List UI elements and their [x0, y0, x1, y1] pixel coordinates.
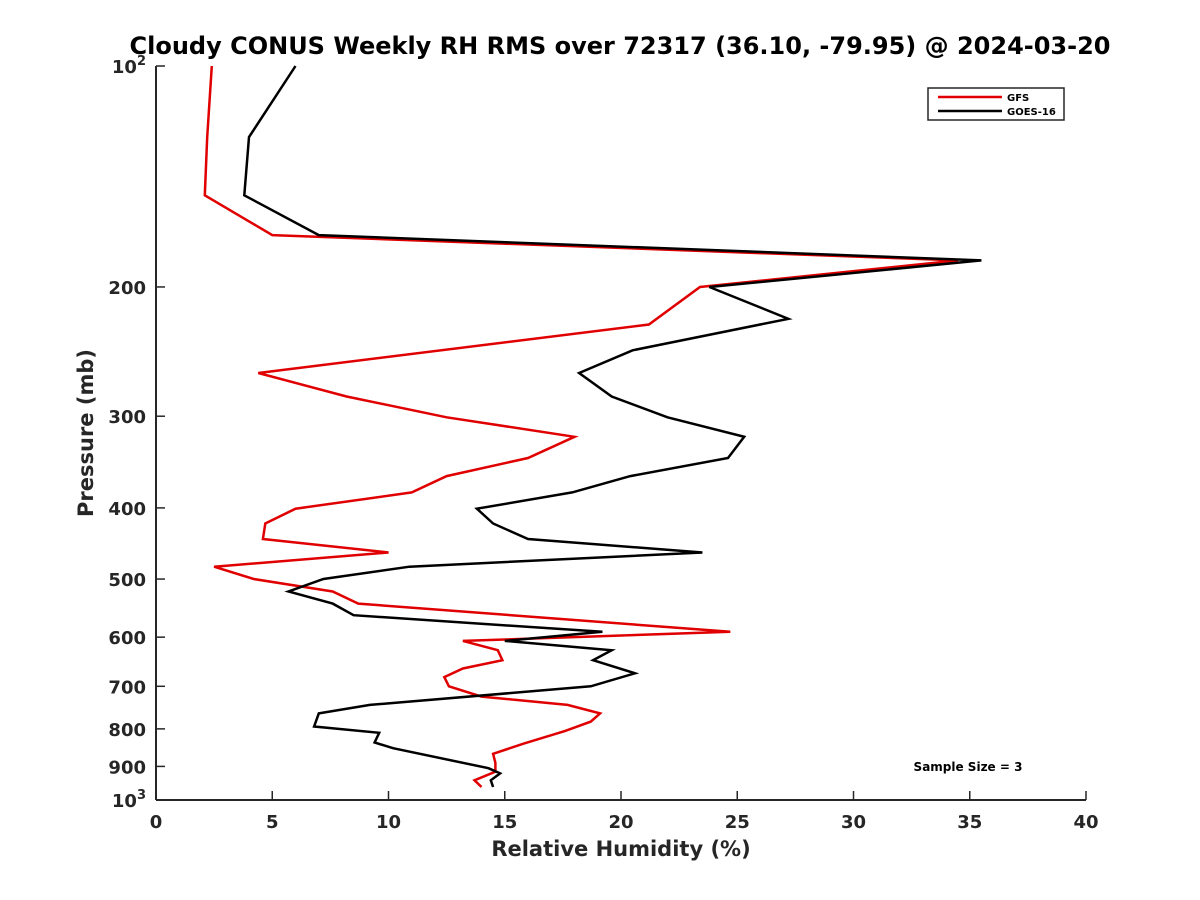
y-tick-label: 700 [108, 677, 146, 698]
y-tick-label: 102 [112, 54, 146, 78]
y-tick-label: 200 [108, 278, 146, 299]
series-line-gfs [203, 65, 959, 788]
x-tick-label: 20 [608, 812, 633, 833]
y-tick-label: 400 [108, 499, 146, 520]
y-ticks: 102 200 300 400 500 600 700 800 900 103 [108, 54, 165, 812]
y-tick-label: 600 [108, 628, 146, 649]
x-tick-label: 40 [1073, 812, 1098, 833]
y-axis-label: Pressure (mb) [74, 349, 98, 517]
y-tick-label: 103 [112, 788, 146, 812]
x-tick-label: 35 [957, 812, 982, 833]
y-tick-label: 500 [108, 570, 146, 591]
x-tick-label: 0 [150, 812, 163, 833]
legend-label-goes16: GOES-16 [1007, 107, 1056, 118]
x-ticks: 0 5 10 15 20 25 30 35 40 [150, 791, 1099, 833]
y-tick-label: 300 [108, 407, 146, 428]
y-tick-label: 800 [108, 720, 146, 741]
series-line-goes16 [242, 65, 982, 788]
x-tick-label: 15 [492, 812, 517, 833]
x-tick-label: 10 [376, 812, 401, 833]
x-tick-label: 30 [841, 812, 866, 833]
x-tick-label: 25 [725, 812, 750, 833]
legend-box [927, 87, 1065, 121]
sample-size-annotation: Sample Size = 3 [914, 760, 1023, 774]
x-tick-label: 5 [266, 812, 279, 833]
series-layer [203, 65, 982, 788]
x-axis-label: Relative Humidity (%) [491, 837, 750, 861]
chart-title: Cloudy CONUS Weekly RH RMS over 72317 (3… [130, 32, 1111, 60]
legend: GFS GOES-16 [927, 87, 1065, 121]
legend-label-gfs: GFS [1007, 93, 1029, 104]
y-tick-label: 900 [108, 757, 146, 778]
